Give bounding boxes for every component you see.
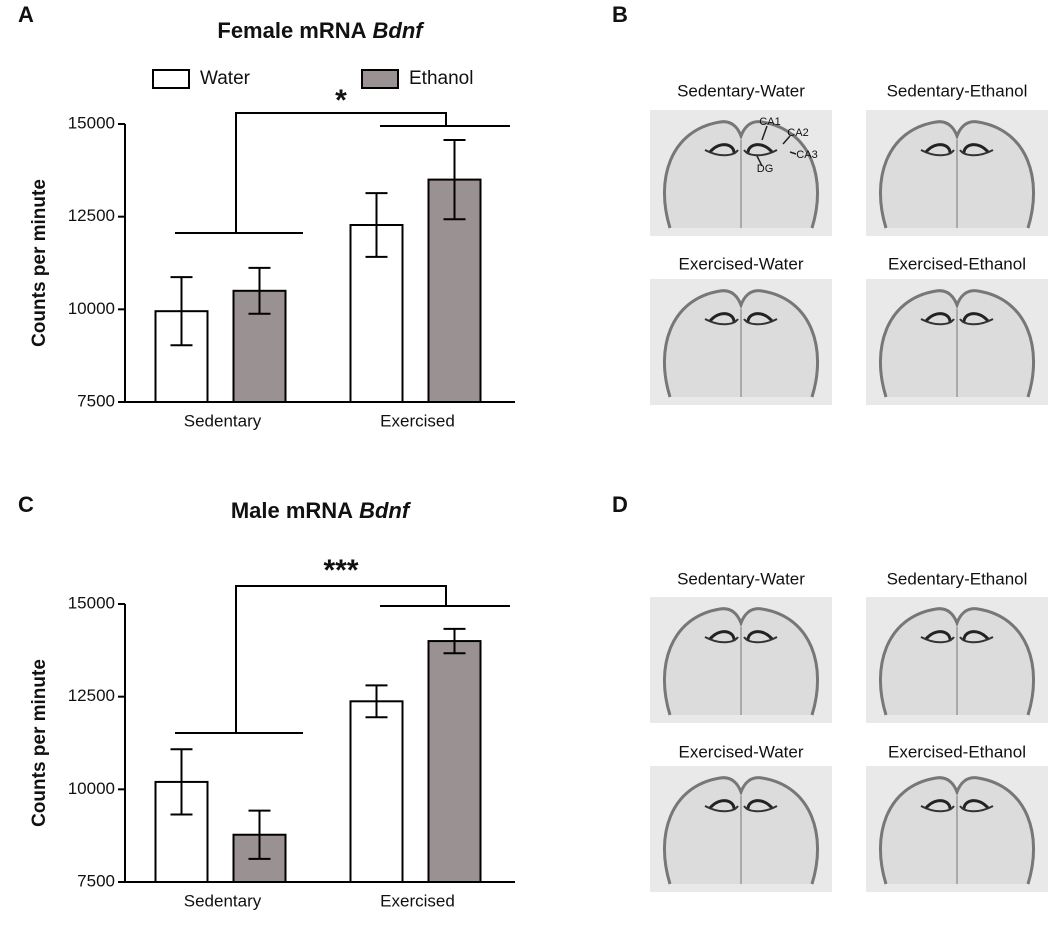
y-tick-label: 12500 <box>68 206 115 225</box>
image-caption: Exercised-Ethanol <box>888 254 1026 273</box>
panel-label: B <box>612 2 628 27</box>
legend-label: Ethanol <box>409 68 473 89</box>
significance-annotation: *** <box>323 554 358 587</box>
error-bar <box>443 627 466 655</box>
image-caption: Exercised-Ethanol <box>888 742 1026 761</box>
x-tick-label: Sedentary <box>184 411 262 430</box>
brain-images <box>648 108 1050 894</box>
y-tick-label: 10000 <box>68 299 115 318</box>
title-text: Male mRNA <box>231 498 353 523</box>
y-tick-label: 7500 <box>77 871 115 890</box>
chart-title: Female mRNA Bdnf <box>217 18 425 43</box>
y-tick-label: 10000 <box>68 779 115 798</box>
image-caption: Exercised-Water <box>678 742 803 761</box>
error-bar <box>170 276 193 347</box>
error-bar <box>248 809 271 860</box>
significance-annotation: * <box>335 84 347 117</box>
y-axis-label: Counts per minute <box>29 659 50 827</box>
x-tick-label: Sedentary <box>184 891 262 910</box>
y-axis-label: Counts per minute <box>29 179 50 347</box>
error-bar <box>365 192 388 258</box>
bar <box>349 700 404 883</box>
title-gene: Bdnf <box>373 18 426 43</box>
error-bar <box>443 138 466 221</box>
title-text: Female mRNA <box>217 18 366 43</box>
legend-swatch <box>152 69 190 89</box>
region-label: CA3 <box>796 149 817 161</box>
title-gene: Bdnf <box>359 498 412 523</box>
image-caption: Exercised-Water <box>678 254 803 273</box>
significance-bracket <box>175 112 510 234</box>
image-caption: Sedentary-Ethanol <box>887 81 1028 100</box>
panel-label: C <box>18 492 34 517</box>
x-tick-label: Exercised <box>380 891 455 910</box>
legend-swatch <box>361 69 399 89</box>
chart-title: Male mRNA Bdnf <box>231 498 412 523</box>
region-label: CA2 <box>787 127 808 139</box>
y-tick-label: 12500 <box>68 686 115 705</box>
error-bar <box>170 748 193 816</box>
image-caption: Sedentary-Water <box>677 569 805 588</box>
image-caption: Sedentary-Ethanol <box>887 569 1028 588</box>
significance-bracket <box>175 585 510 734</box>
legend-label: Water <box>200 68 251 89</box>
panel-label: A <box>18 2 34 27</box>
y-tick-label: 15000 <box>68 113 115 132</box>
y-tick-label: 7500 <box>77 391 115 410</box>
region-label: CA1 <box>759 116 780 128</box>
y-tick-label: 15000 <box>68 593 115 612</box>
image-caption: Sedentary-Water <box>677 81 805 100</box>
error-bar <box>248 266 271 315</box>
x-tick-label: Exercised <box>380 411 455 430</box>
bar <box>427 640 482 883</box>
error-bar <box>365 684 388 719</box>
region-label: DG <box>757 163 774 175</box>
panel-label: D <box>612 492 628 517</box>
